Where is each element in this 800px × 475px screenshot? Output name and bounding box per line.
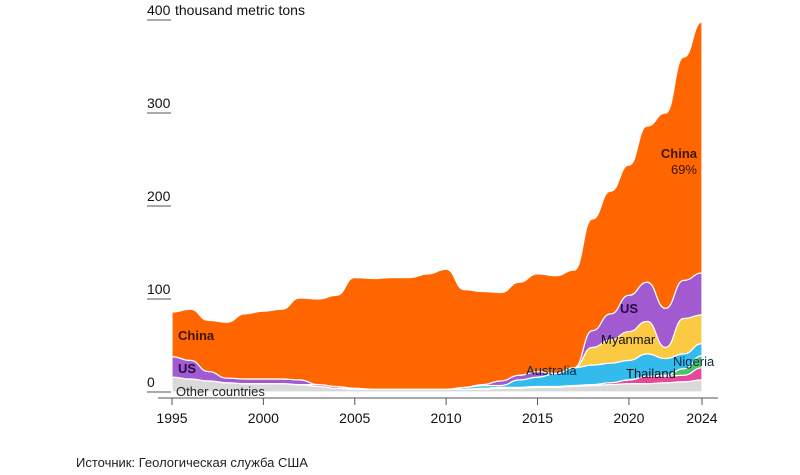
y-unit-label: thousand metric tons [175, 2, 305, 18]
x-tick-label: 2010 [431, 410, 462, 426]
x-tick-label: 2015 [522, 410, 553, 426]
x-tick-label: 1995 [156, 410, 187, 426]
y-axis: 0 100 200 300 400 thousand metric tons [147, 2, 305, 393]
area-china [171, 21, 703, 390]
x-tick-label: 2005 [339, 410, 370, 426]
label-thailand: Thailand [626, 366, 676, 381]
y-tick-label: 400 [147, 2, 171, 18]
source-note: Источник: Геологическая служба США [76, 455, 308, 470]
y-tick-label: 0 [147, 374, 155, 390]
label-china-right: China [661, 146, 698, 161]
x-tick-label: 2024 [686, 410, 717, 426]
label-us-left: US [178, 361, 196, 376]
label-other-countries: Other countries [176, 384, 265, 399]
y-tick-label: 300 [147, 95, 171, 111]
x-axis: 1995 2000 2005 2010 2015 2020 2024 [156, 397, 718, 426]
areas-group [171, 21, 703, 393]
label-myanmar: Myanmar [601, 332, 656, 347]
x-tick-label: 2020 [613, 410, 644, 426]
label-china-left: China [178, 328, 215, 343]
x-tick-label: 2000 [248, 410, 279, 426]
label-us-right: US [620, 301, 638, 316]
y-tick-label: 200 [147, 188, 171, 204]
label-australia: Australia [526, 363, 577, 378]
y-tick-label: 100 [147, 281, 171, 297]
label-china-share: 69% [671, 162, 697, 177]
label-nigeria: Nigeria [673, 354, 715, 369]
